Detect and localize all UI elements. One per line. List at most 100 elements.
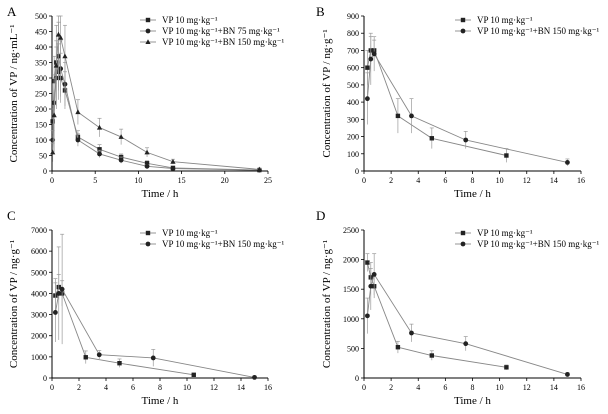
data-point-circle <box>52 310 58 315</box>
legend-marker-square <box>460 17 466 23</box>
panel-b: B 0 2 4 6 8 10 12 14 16 0 100 200 300 400 500 600 700 800 9… <box>316 4 599 200</box>
x-tick-label: 0 <box>362 176 366 185</box>
y-tick-label: 300 <box>347 115 359 124</box>
y-tick-label: 250 <box>35 90 47 99</box>
data-point-square <box>504 153 509 158</box>
data-point-circle <box>371 51 377 57</box>
y-tick-label: 4000 <box>31 289 47 298</box>
x-tick-label: 16 <box>577 176 585 185</box>
legend-marker-square <box>460 230 466 236</box>
legend-label: VP 10 mg·kg⁻¹ <box>162 228 218 238</box>
y-tick-label: 300 <box>35 74 47 83</box>
y-tick-label: 6000 <box>31 247 47 256</box>
y-tick-label: 200 <box>35 105 47 114</box>
data-point-triangle <box>53 62 59 68</box>
y-tick-label: 0 <box>43 374 47 383</box>
data-point-square <box>365 65 370 70</box>
data-point-square <box>504 365 509 370</box>
x-tick-label: 6 <box>131 383 135 392</box>
x-tick-label: 14 <box>237 383 245 392</box>
x-axis-label: Time / h <box>142 188 179 200</box>
y-tick-label: 0 <box>43 167 47 176</box>
panel-label: D <box>316 208 325 223</box>
data-point-circle <box>371 272 377 277</box>
data-point-circle <box>565 372 570 377</box>
y-tick-label: 50 <box>39 152 47 161</box>
legend-marker-circle <box>460 28 466 34</box>
series-line <box>52 33 260 170</box>
series-line <box>366 262 507 368</box>
x-tick-label: 16 <box>264 383 272 392</box>
x-tick-label: 5 <box>93 176 97 185</box>
data-point-circle <box>565 159 570 165</box>
data-point-square <box>50 119 55 124</box>
data-point-triangle <box>256 166 262 172</box>
y-tick-label: 2000 <box>343 256 359 265</box>
data-point-square <box>429 353 435 358</box>
data-point-circle <box>368 283 374 289</box>
y-tick-label: 7000 <box>31 226 47 235</box>
x-tick-label: 10 <box>134 176 142 185</box>
data-point-triangle <box>144 149 150 155</box>
data-point-circle <box>97 151 102 157</box>
data-point-triangle <box>58 34 64 40</box>
data-point-square <box>191 372 196 378</box>
panel-a: A0 5 10 15 20 2505010015020025030035040045050… <box>7 4 284 200</box>
y-tick-label: 900 <box>347 12 359 21</box>
y-tick-label: 600 <box>347 64 359 73</box>
y-tick-label: 1000 <box>31 353 47 362</box>
panel-c: C 0 2 4 6 8 10 12 14 16 0 1000 2000 3000 4000 5000 6000 7… <box>7 208 284 407</box>
series-line <box>54 288 255 378</box>
series-1 <box>365 253 509 370</box>
data-point-circle <box>463 341 469 347</box>
x-tick-label: 12 <box>523 383 531 392</box>
panel-label: C <box>7 208 16 223</box>
x-tick-label: 0 <box>50 176 54 185</box>
series-line <box>366 53 568 163</box>
x-tick-label: 2 <box>389 176 393 185</box>
legend-marker-square <box>145 230 151 236</box>
data-point-circle <box>144 163 150 169</box>
axis-lines <box>363 230 581 379</box>
series-line <box>366 273 568 375</box>
data-point-square <box>395 113 401 119</box>
y-axis-label: Concentration of VP / ng·g⁻¹ <box>321 29 333 157</box>
x-tick-label: 10 <box>183 383 191 392</box>
data-point-triangle <box>170 158 176 164</box>
y-tick-label: 1500 <box>343 285 359 294</box>
y-tick-label: 2500 <box>343 226 359 235</box>
y-axis-label: Concentration of VP / ng·g⁻¹ <box>8 240 20 368</box>
x-tick-label: 4 <box>104 383 108 392</box>
legend-marker-circle <box>460 241 466 247</box>
series-1 <box>50 40 262 173</box>
y-tick-label: 400 <box>347 98 359 107</box>
data-point-square <box>429 136 435 141</box>
data-point-circle <box>150 355 156 361</box>
data-point-circle <box>409 113 414 119</box>
series-3 <box>50 15 262 172</box>
x-axis-label: Time / h <box>454 395 491 407</box>
y-tick-label: 100 <box>35 136 47 145</box>
y-tick-label: 2000 <box>31 332 47 341</box>
y-axis-label: Concentration of VP / ng·mL⁻¹ <box>8 24 20 162</box>
series-2 <box>52 233 257 380</box>
y-tick-label: 200 <box>347 133 359 142</box>
data-point-triangle <box>51 112 57 118</box>
y-tick-label: 5000 <box>31 268 47 277</box>
legend-label: VP 10 mg·kg⁻¹+BN 150 mg·kg⁻¹ <box>162 37 284 47</box>
legend-marker-circle <box>145 241 151 247</box>
y-tick-label: 400 <box>35 43 47 52</box>
x-tick-label: 12 <box>210 383 218 392</box>
y-tick-label: 150 <box>35 121 47 130</box>
x-tick-label: 4 <box>416 383 420 392</box>
y-tick-label: 500 <box>347 344 359 353</box>
legend-marker-square <box>145 17 151 23</box>
series-line <box>52 56 260 171</box>
legend-label: VP 10 mg·kg⁻¹+BN 150 mg·kg⁻¹ <box>477 26 599 36</box>
legend-label: VP 10 mg·kg⁻¹+BN 150 mg·kg⁻¹ <box>477 239 599 249</box>
y-tick-label: 500 <box>35 12 47 21</box>
data-point-square <box>117 361 122 366</box>
x-tick-label: 6 <box>443 176 447 185</box>
data-point-circle <box>59 286 65 292</box>
x-tick-label: 20 <box>221 176 229 185</box>
